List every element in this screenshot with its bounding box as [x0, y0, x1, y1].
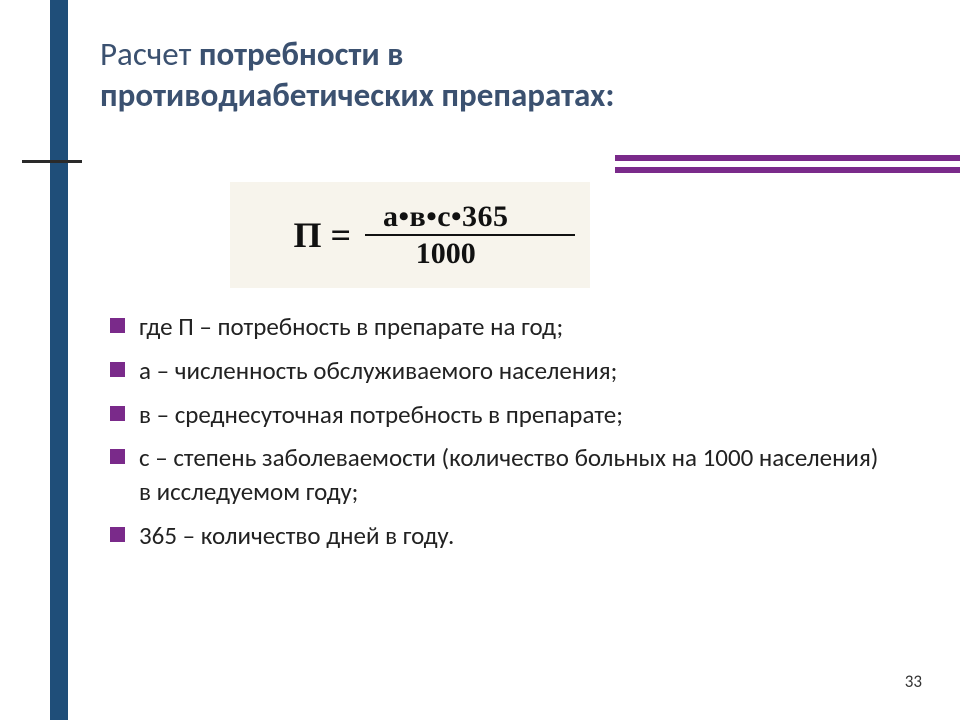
formula-inner: П = а•в•с•365 1000: [293, 201, 526, 270]
bullet-list: где П – потребность в препарате на год; …: [110, 310, 880, 563]
list-item: где П – потребность в препарате на год;: [110, 310, 880, 344]
purple-bar-2: [615, 167, 960, 173]
formula-numerator: а•в•с•365: [365, 201, 527, 237]
left-blue-stripe: [50, 0, 68, 720]
slide: Расчет потребности в противодиабетически…: [0, 0, 960, 720]
formula-denominator: 1000: [416, 236, 476, 270]
short-dash-left: [22, 160, 82, 163]
bullet-text: где П – потребность в препарате на год;: [139, 310, 880, 344]
formula: П = а•в•с•365 1000: [230, 182, 590, 288]
page-number: 33: [905, 671, 922, 692]
title-bold-part-1: потребности в: [199, 34, 404, 74]
formula-fraction: а•в•с•365 1000: [365, 201, 527, 270]
bullet-marker-icon: [110, 406, 125, 421]
bullet-text: а – численность обслуживаемого населения…: [139, 354, 880, 388]
bullet-text: 365 – количество дней в году.: [139, 519, 880, 553]
title-light-part: Расчет: [100, 34, 199, 74]
bullet-marker-icon: [110, 362, 125, 377]
list-item: 365 – количество дней в году.: [110, 519, 880, 553]
formula-numerator-text: а•в•с•365: [383, 200, 509, 233]
list-item: а – численность обслуживаемого населения…: [110, 354, 880, 388]
bullet-marker-icon: [110, 318, 125, 333]
bullet-text: в – среднесуточная потребность в препара…: [139, 398, 880, 432]
slide-title: Расчет потребности в противодиабетически…: [100, 34, 870, 117]
bullet-marker-icon: [110, 527, 125, 542]
purple-bars: [615, 155, 960, 179]
title-line-2: противодиабетических препаратах:: [100, 75, 870, 116]
bullet-marker-icon: [110, 449, 125, 464]
purple-bar-1: [615, 155, 960, 161]
fraction-bar-tail: [527, 234, 575, 236]
list-item: в – среднесуточная потребность в препара…: [110, 398, 880, 432]
list-item: с – степень заболеваемости (количество б…: [110, 441, 880, 509]
title-line-1: Расчет потребности в: [100, 34, 870, 75]
formula-lhs: П =: [293, 214, 351, 256]
bullet-text: с – степень заболеваемости (количество б…: [139, 441, 880, 509]
